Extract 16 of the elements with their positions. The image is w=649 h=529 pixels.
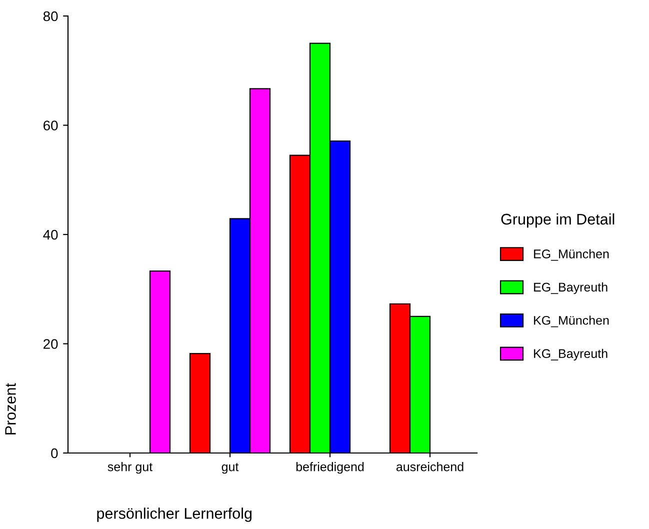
y-axis-title: Prozent (5, 383, 16, 434)
y-tick-label: 80 (43, 11, 58, 22)
x-tick-label: gut (222, 463, 239, 474)
legend-label: EG_München (534, 249, 609, 261)
legend-label: KG_Bayreuth (534, 348, 608, 360)
x-tick-label: befriedigend (296, 462, 364, 474)
x-tick-label: sehr gut (108, 462, 152, 474)
y-tick-label: 40 (43, 230, 58, 240)
x-axis-title: persönlicher Lernerfolg (97, 508, 252, 522)
legend-label: EG_Bayreuth (534, 282, 608, 294)
legend-title: Gruppe im Detail (501, 213, 614, 228)
y-tick-label: 0 (51, 448, 58, 458)
y-tick-label: 20 (44, 339, 58, 349)
x-tick-label: ausreichend (396, 462, 464, 472)
y-tick-label: 60 (44, 120, 58, 130)
legend-label: KG_München (534, 316, 609, 328)
